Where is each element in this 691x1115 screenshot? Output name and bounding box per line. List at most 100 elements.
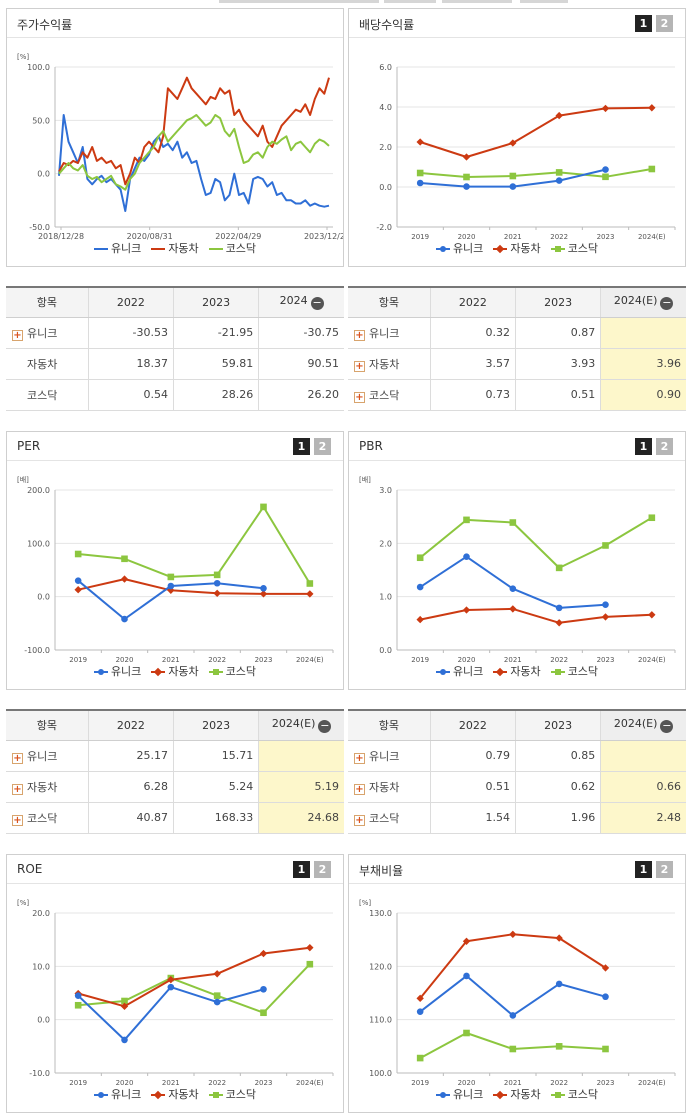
x-tick-label: 2021 (504, 233, 522, 241)
legend-item[interactable]: 자동차 (493, 663, 541, 679)
legend-item[interactable]: 유니크 (93, 663, 141, 679)
plus-icon[interactable]: + (12, 329, 23, 341)
page-1-button[interactable]: 1 (635, 438, 652, 455)
plus-icon[interactable]: + (12, 814, 23, 826)
value-cell: -30.53 (87, 317, 174, 349)
column-header-with-toggle: 2024− (258, 287, 344, 318)
legend-item[interactable]: 유니크 (435, 240, 483, 256)
legend-item[interactable]: 유니크 (435, 663, 483, 679)
data-point (74, 550, 82, 558)
minus-icon[interactable]: − (318, 719, 332, 734)
x-tick-label: 2019 (411, 233, 429, 241)
x-tick-label: 2024(E) (638, 656, 666, 664)
data-point (74, 1001, 82, 1009)
x-tick-label: 2022 (550, 233, 568, 241)
y-tick-label: 0.0 (37, 170, 50, 179)
legend-item[interactable]: 유니크 (435, 1086, 483, 1102)
x-tick-label: 2023 (255, 656, 273, 664)
legend-label: 코스닥 (225, 665, 257, 678)
plus-icon[interactable]: + (12, 752, 23, 764)
chart-legend: 유니크 자동차 코스닥 (7, 240, 343, 256)
data-point (601, 613, 610, 621)
data-point (648, 514, 656, 522)
row-label: 코스닥 (27, 388, 58, 402)
page-2-button[interactable]: 2 (656, 861, 673, 878)
y-tick-label: 100.0 (369, 1069, 392, 1078)
plus-icon[interactable]: + (12, 783, 23, 795)
legend-item[interactable]: 코스닥 (550, 240, 598, 256)
value-cell: -30.75 (258, 317, 344, 349)
plus-icon[interactable]: + (354, 814, 365, 826)
plus-icon[interactable]: + (354, 391, 365, 403)
x-tick-label: 2020 (458, 1079, 476, 1087)
page-1-button[interactable]: 1 (293, 438, 310, 455)
panel-header: ROE 1 2 (7, 855, 343, 884)
legend-item[interactable]: 유니크 (93, 240, 141, 256)
plus-icon[interactable]: + (354, 360, 365, 372)
value-cell: 24.68 (258, 802, 344, 834)
data-point (601, 104, 610, 113)
data-point (462, 606, 471, 614)
column-header-label: 2024(E) (613, 294, 658, 308)
page-2-button[interactable]: 2 (314, 438, 331, 455)
legend-marker-icon (435, 1091, 450, 1099)
legend-label: 코스닥 (567, 665, 599, 678)
series-line (78, 963, 311, 1014)
page-1-button[interactable]: 1 (635, 15, 652, 32)
legend-item[interactable]: 유니크 (93, 1086, 141, 1102)
legend-item[interactable]: 자동차 (151, 663, 199, 679)
x-tick-label: 2022 (550, 656, 568, 664)
data-point (462, 153, 471, 161)
plus-icon[interactable]: + (354, 752, 365, 764)
plus-icon[interactable]: + (354, 329, 365, 341)
table-header-row: 항목 2022 2023 2024(E) − (6, 710, 344, 741)
table-row: + 자동차 6.28 5.24 5.19 (6, 771, 344, 803)
value-cell: 26.20 (258, 379, 344, 411)
legend-marker-icon (151, 1090, 166, 1100)
dividend-yield-chart: 6.0 4.0 2.0 0.0 -2.0 2019 2020 2021 2022 2023 2024… (376, 63, 676, 241)
data-point (509, 930, 517, 939)
page-2-button[interactable]: 2 (656, 15, 673, 32)
value-cell: 0.79 (429, 740, 516, 772)
legend-item[interactable]: 코스닥 (208, 1086, 256, 1102)
legend-marker-icon (550, 245, 565, 253)
page-1-button[interactable]: 1 (635, 861, 652, 878)
row-label-cell: + 코스닥 (348, 379, 431, 411)
legend-item[interactable]: 자동차 (493, 1086, 541, 1102)
pbr-panel: PBR 1 2 [배] 3.0 2.0 1.0 0.0 2019 2020 2021 2022 2… (348, 431, 686, 690)
unit-label: [%] (359, 899, 371, 907)
legend-item[interactable]: 자동차 (151, 240, 199, 256)
row-label: 자동차 (369, 357, 400, 371)
legend-item[interactable]: 코스닥 (550, 1086, 598, 1102)
column-header-with-toggle: 2024(E) − (258, 710, 344, 741)
y-tick-label: 100.0 (27, 63, 50, 72)
data-point (416, 583, 424, 591)
chart-legend: 유니크 자동차 코스닥 (7, 1086, 343, 1102)
minus-icon[interactable]: − (660, 296, 674, 311)
table-row: + 코스닥 1.54 1.96 2.48 (348, 802, 686, 834)
y-tick-label: 120.0 (369, 962, 392, 971)
plus-icon[interactable]: + (354, 783, 365, 795)
data-point (555, 111, 563, 120)
row-label-cell: 자동차 (6, 348, 89, 380)
row-label-cell: 코스닥 (6, 379, 89, 411)
value-cell: -21.95 (172, 317, 259, 349)
y-tick-label: 3.0 (379, 486, 392, 495)
page-1-button[interactable]: 1 (293, 861, 310, 878)
legend-item[interactable]: 자동차 (493, 240, 541, 256)
data-point (306, 943, 314, 952)
legend-item[interactable]: 코스닥 (208, 663, 257, 679)
x-tick-label: 2022/04/29 (215, 232, 261, 241)
legend-item[interactable]: 코스닥 (208, 240, 256, 256)
legend-item[interactable]: 자동차 (151, 1086, 199, 1102)
legend-marker-icon (550, 1091, 565, 1099)
legend-item[interactable]: 코스닥 (550, 663, 599, 679)
per-panel: PER 1 2 [배] 200.0 100.0 0.0 -100.0 2019 2020 20… (6, 431, 344, 690)
minus-icon[interactable]: − (660, 719, 674, 734)
data-point (213, 992, 221, 999)
page-2-button[interactable]: 2 (656, 438, 673, 455)
column-header-with-toggle: 2024(E) − (600, 287, 686, 318)
page-2-button[interactable]: 2 (314, 861, 331, 878)
minus-icon[interactable]: − (310, 296, 324, 311)
